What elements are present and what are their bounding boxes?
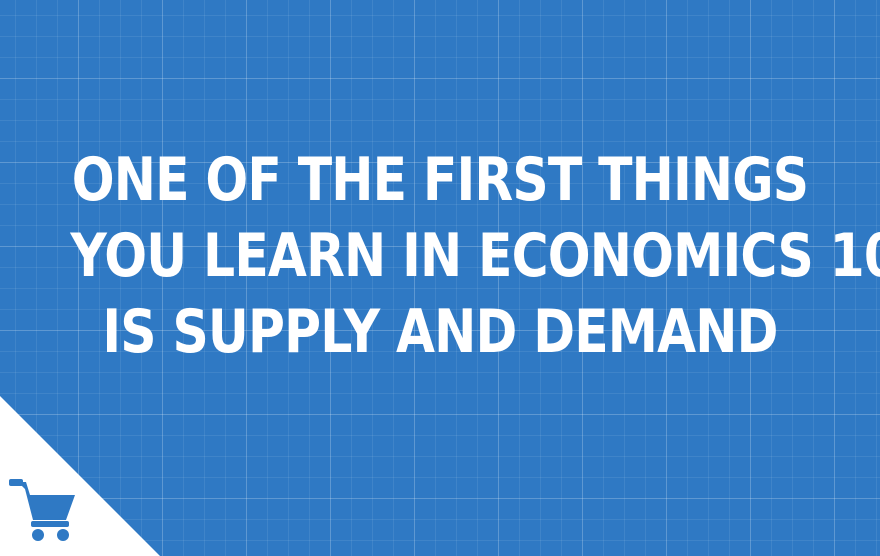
- shopping-cart-icon: [9, 479, 75, 541]
- headline-line-2: YOU LEARN IN ECONOMICS 101: [70, 221, 880, 291]
- headline-line-3: IS SUPPLY AND DEMAND: [102, 297, 778, 367]
- headline-line-1: ONE OF THE FIRST THINGS: [71, 145, 809, 215]
- corner-triangle: [0, 396, 160, 556]
- corner-badge: [0, 396, 160, 556]
- headline: ONE OF THE FIRST THINGS YOU LEARN IN ECO…: [70, 142, 880, 370]
